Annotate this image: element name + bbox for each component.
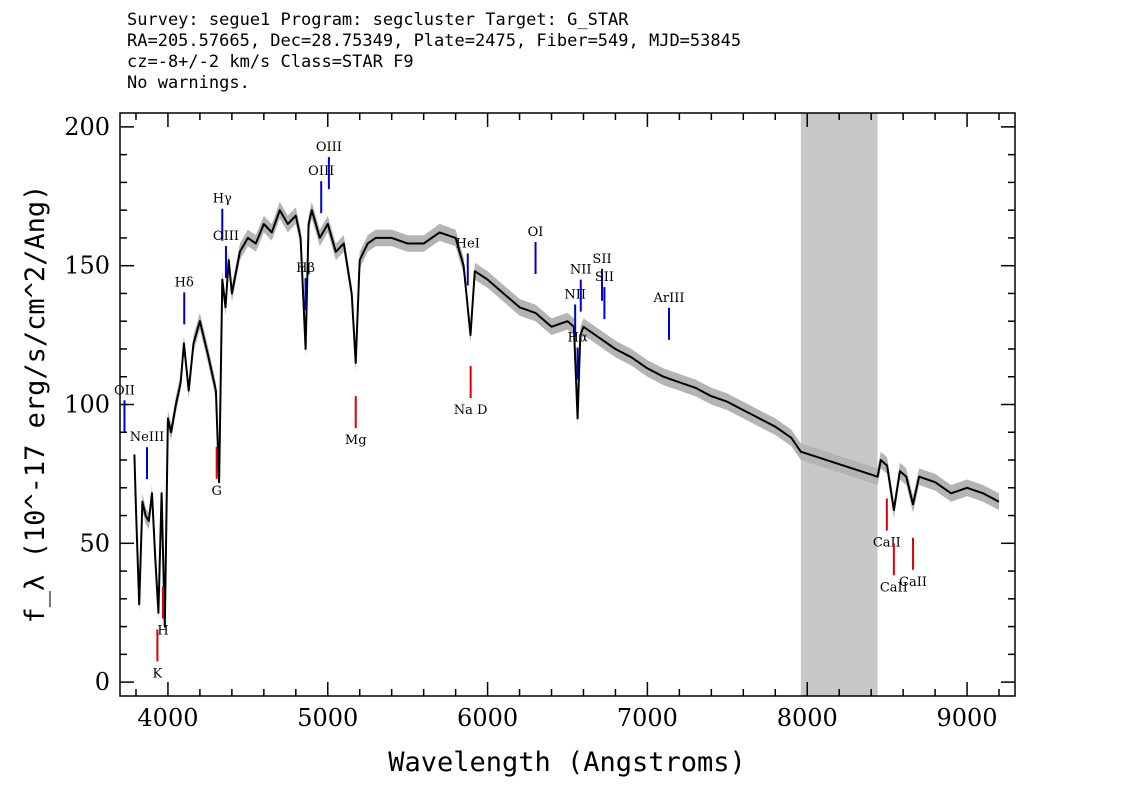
plot-frame	[119, 112, 1016, 697]
y-tick-label: 200	[64, 113, 110, 141]
spectral-lines-layer: OIINeIIIHδHγOIIIHβOIIIOIIIHeIOINIIHαNIIS…	[114, 140, 927, 681]
emission-line-label: OI	[528, 225, 544, 240]
header-line-survey: Survey: segue1 Program: segcluster Targe…	[127, 10, 629, 30]
emission-line-label: OII	[114, 383, 135, 398]
absorption-line-label: K	[153, 666, 163, 681]
header-line-redshift-class: cz=-8+/-2 km/s Class=STAR F9	[127, 52, 414, 72]
header-line-warnings: No warnings.	[127, 73, 250, 93]
axis-ticks-layer: 4000 5000 6000 7000 8000 9000 0 50 100 150 200	[64, 113, 1015, 732]
emission-line-label: Hδ	[175, 275, 194, 290]
absorption-line-label: H	[157, 624, 168, 639]
y-tick-label: 50	[79, 529, 110, 557]
emission-line-label: NII	[564, 287, 586, 302]
absorption-line-label: CaII	[873, 536, 901, 551]
emission-line-label: Hβ	[296, 261, 315, 276]
x-tick-label: 5000	[297, 704, 358, 732]
emission-line-label: OIII	[308, 164, 334, 179]
emission-line-label: ArIII	[652, 291, 684, 306]
emission-line-label: HeI	[456, 236, 480, 251]
masked-region-layer	[800, 113, 878, 696]
x-tick-label: 8000	[777, 704, 838, 732]
x-tick-label: 6000	[457, 704, 518, 732]
x-tick-label: 9000	[937, 704, 998, 732]
x-tick-label: 4000	[137, 704, 198, 732]
emission-line-label: NII	[570, 263, 592, 278]
spectrum-layer	[133, 209, 1000, 628]
absorption-line-label: G	[211, 484, 221, 499]
spectrum-header: Survey: segue1 Program: segcluster Targe…	[127, 10, 741, 94]
emission-line-label: SII	[595, 270, 614, 285]
absorption-line-label: Na D	[454, 403, 488, 418]
emission-line-label: OIII	[316, 140, 342, 155]
y-tick-label: 100	[64, 391, 110, 419]
emission-line-label: SII	[592, 252, 611, 267]
emission-line-label: Hγ	[213, 192, 232, 207]
emission-line-label: OIII	[213, 229, 239, 244]
x-axis-label: Wavelength (Angstroms)	[388, 747, 746, 778]
y-tick-label: 0	[95, 668, 110, 696]
absorption-line-label: CaII	[899, 575, 927, 590]
emission-line-label: Hα	[568, 331, 588, 346]
header-line-coordinates: RA=205.57665, Dec=28.75349, Plate=2475, …	[127, 31, 742, 51]
absorption-line-label: CaII	[880, 580, 908, 595]
y-axis-label: f_λ (10^-17 erg/s/cm^2/Ang)	[20, 185, 51, 624]
x-tick-label: 7000	[617, 704, 678, 732]
absorption-line-label: Mg	[345, 433, 367, 448]
emission-line-label: NeIII	[130, 430, 164, 445]
y-tick-label: 150	[64, 252, 110, 280]
spectrum-line	[133, 209, 1000, 628]
masked-region	[800, 113, 878, 696]
